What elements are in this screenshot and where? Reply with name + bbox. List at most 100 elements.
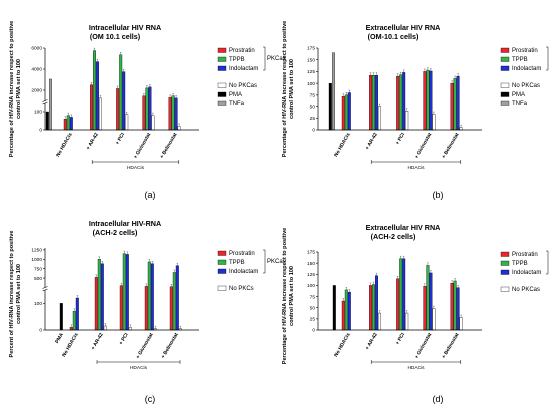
legend-swatch-indolactam bbox=[217, 65, 227, 71]
x-tick-label: + PCI bbox=[118, 331, 130, 345]
bar-prostratin bbox=[69, 327, 73, 331]
legend-swatch-no-pkcs bbox=[217, 285, 227, 291]
bar-prostratin bbox=[423, 286, 427, 331]
axis-break-mark bbox=[42, 288, 48, 292]
hdacis-label: HDACis bbox=[130, 365, 148, 371]
chart-subtitle: (OM 10.1 cells) bbox=[90, 32, 141, 41]
y-tick-label: 6000 bbox=[31, 46, 42, 52]
legend-swatch-tnfa bbox=[217, 100, 227, 106]
legend-swatch-pma bbox=[217, 91, 227, 97]
legend-label: PMA bbox=[512, 92, 525, 98]
bar-prostratin bbox=[94, 277, 98, 331]
legend-swatch-prostratin bbox=[217, 47, 227, 53]
bar-tppb bbox=[426, 69, 430, 131]
y-tick-label: 50 bbox=[310, 104, 316, 110]
bar-control-pma bbox=[59, 303, 63, 331]
legend-swatch-no-pkcas bbox=[500, 286, 510, 292]
bar-tppb bbox=[145, 87, 149, 131]
bar-indolactam bbox=[402, 258, 406, 331]
legend-swatch-pma bbox=[500, 91, 510, 97]
chart-title: Intracellular HIV-RNA bbox=[89, 219, 161, 228]
bar-no-pkcas bbox=[432, 308, 436, 331]
y-tick-label: 2000 bbox=[31, 88, 42, 94]
x-tick-label: + Belinostat bbox=[441, 332, 461, 360]
bar-indolactam bbox=[150, 263, 154, 331]
axis-break-mark bbox=[42, 99, 48, 102]
pkcas-label: PKCas bbox=[267, 259, 286, 265]
legend-swatch-tnfa bbox=[500, 100, 510, 106]
y-axis-label: Percentage of HIV-RNA increase respect t… bbox=[282, 21, 295, 158]
bar-no-pkcas bbox=[151, 115, 155, 131]
bar-control-tnfa bbox=[49, 78, 52, 131]
bar-indolactam bbox=[429, 272, 433, 331]
bar-tppb bbox=[372, 284, 375, 331]
chart-title: Extracellular HIV RNA bbox=[366, 23, 441, 32]
y-tick-label: 0 bbox=[312, 328, 315, 334]
bar-prostratin bbox=[369, 285, 372, 331]
bar-tppb bbox=[426, 265, 430, 331]
x-tick-label: + PCI bbox=[395, 331, 407, 345]
bar-no-pkcas bbox=[459, 317, 463, 331]
panel-caption: (a) bbox=[145, 190, 156, 200]
bar-control-tnfa bbox=[332, 52, 335, 131]
x-tick-label: + Belinostat bbox=[160, 332, 180, 360]
bar-prostratin bbox=[119, 285, 123, 331]
chart-title: Intracellular HIV RNA bbox=[89, 23, 161, 32]
legend-swatch-indolactam bbox=[500, 65, 510, 71]
legend-label: TPPB bbox=[512, 261, 528, 267]
bar-no-pkcas bbox=[378, 312, 381, 331]
bar-no-pkcas bbox=[125, 114, 129, 131]
legend-swatch-tppb bbox=[500, 56, 510, 62]
y-tick-label: 25 bbox=[310, 317, 316, 323]
legend-label: Indolactam bbox=[229, 66, 258, 72]
bar-indolactam bbox=[375, 75, 378, 131]
axis-break-mark bbox=[42, 286, 48, 289]
y-tick-label: 1250 bbox=[31, 248, 42, 254]
legend-swatch-prostratin bbox=[500, 251, 510, 257]
bar-indolactam bbox=[375, 275, 378, 331]
x-tick-label: No HDACis bbox=[55, 132, 74, 158]
y-axis-label-line: control PMA set to 100 bbox=[289, 59, 295, 119]
chart-subtitle: (ACH-2 cells) bbox=[93, 228, 138, 237]
y-axis-label-line: Percent of HIV-RNA increase respect to p… bbox=[9, 231, 15, 358]
y-tick-label: 150 bbox=[307, 261, 315, 267]
bar-no-pkcs bbox=[128, 327, 132, 331]
bar-prostratin bbox=[396, 75, 400, 131]
x-tick-label: + Belinostat bbox=[441, 132, 461, 160]
hdacis-label: HDACis bbox=[407, 365, 425, 371]
panel-caption: (d) bbox=[433, 394, 444, 404]
legend-swatch-tppb bbox=[217, 56, 227, 62]
bar-prostratin bbox=[169, 286, 173, 331]
bar-no-pkcas bbox=[99, 97, 102, 131]
y-axis-label-line: Percentage of HIV-RNA increase respect t… bbox=[9, 21, 15, 158]
y-axis-label-line: Percentage of HIV-RNA increase respect t… bbox=[282, 21, 288, 158]
bar-tppb bbox=[344, 289, 348, 331]
x-tick-label: + Givinostat bbox=[135, 332, 155, 360]
legend-label: TNFa bbox=[512, 101, 528, 107]
x-tick-label: PMA bbox=[54, 332, 65, 345]
bar-tppb bbox=[453, 280, 457, 331]
x-tick-label: + Givinostat bbox=[414, 332, 434, 360]
x-tick-label: + AR-42 bbox=[90, 332, 105, 351]
x-tick-label: + Givinostat bbox=[133, 132, 153, 160]
y-axis-label-line: control PMA set to 100 bbox=[16, 59, 22, 119]
legend-swatch-no-pkcas bbox=[217, 82, 227, 88]
y-axis-label-line: Percentage of HIV-RNA increase respect t… bbox=[282, 228, 288, 365]
bar-tppb bbox=[171, 95, 175, 131]
chart-panel-c: Intracellular HIV-RNA(ACH-2 cells) Percen… bbox=[9, 219, 286, 404]
bar-prostratin bbox=[144, 286, 148, 331]
bar-indolactam bbox=[402, 72, 406, 131]
legend-label: Prostratin bbox=[229, 48, 255, 54]
y-tick-label: 0 bbox=[312, 128, 315, 134]
x-tick-label: + PCI bbox=[395, 131, 407, 145]
legend: Prostratin TPPB Indolactam No PKCas PMA TNFa P… bbox=[217, 46, 286, 107]
pkcas-label: PKCas bbox=[267, 56, 286, 62]
hdacis-label: HDACis bbox=[407, 165, 425, 171]
legend-label: TPPB bbox=[229, 260, 245, 266]
bar-control-pma bbox=[332, 285, 336, 331]
bar-tppb bbox=[453, 78, 457, 131]
chart-panel-a: Intracellular HIV RNA(OM 10.1 cells) Perc… bbox=[9, 21, 286, 200]
y-axis-label-line: control PMA set to 100 bbox=[16, 264, 22, 324]
y-axis-label-line: control PMA set to 100 bbox=[289, 266, 295, 326]
bar-tppb bbox=[372, 75, 375, 131]
